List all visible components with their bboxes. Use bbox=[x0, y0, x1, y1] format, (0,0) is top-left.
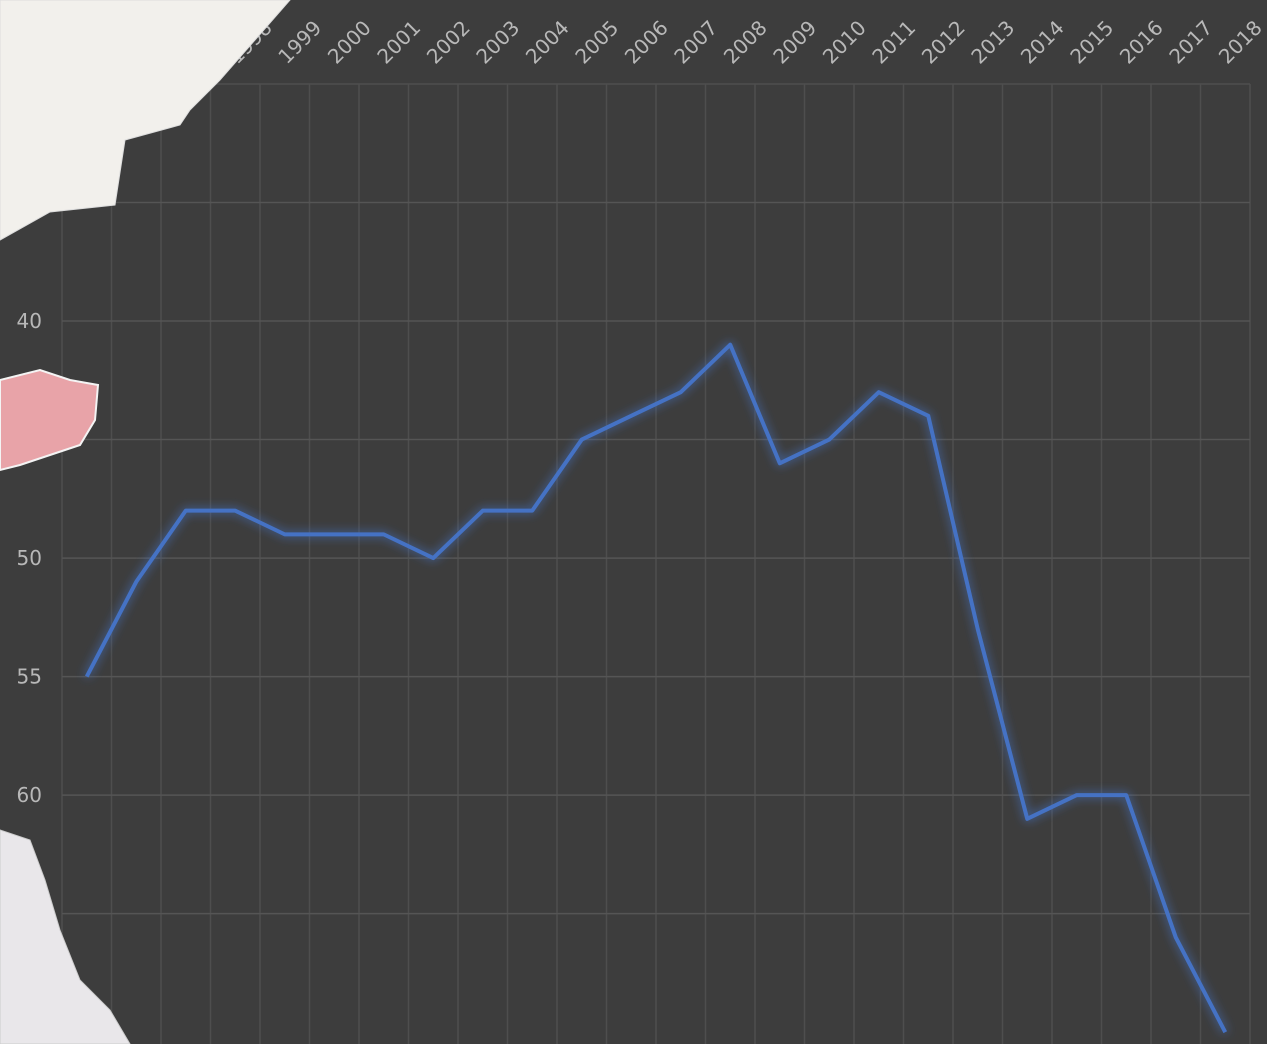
background bbox=[0, 0, 1267, 1044]
y-tick-label: 40 bbox=[17, 309, 42, 333]
chart: 3540455055606519981999200020012002200320… bbox=[0, 0, 1267, 1044]
y-tick-label: 50 bbox=[17, 546, 42, 570]
y-tick-label: 60 bbox=[17, 783, 42, 807]
y-tick-label: 55 bbox=[17, 665, 42, 689]
